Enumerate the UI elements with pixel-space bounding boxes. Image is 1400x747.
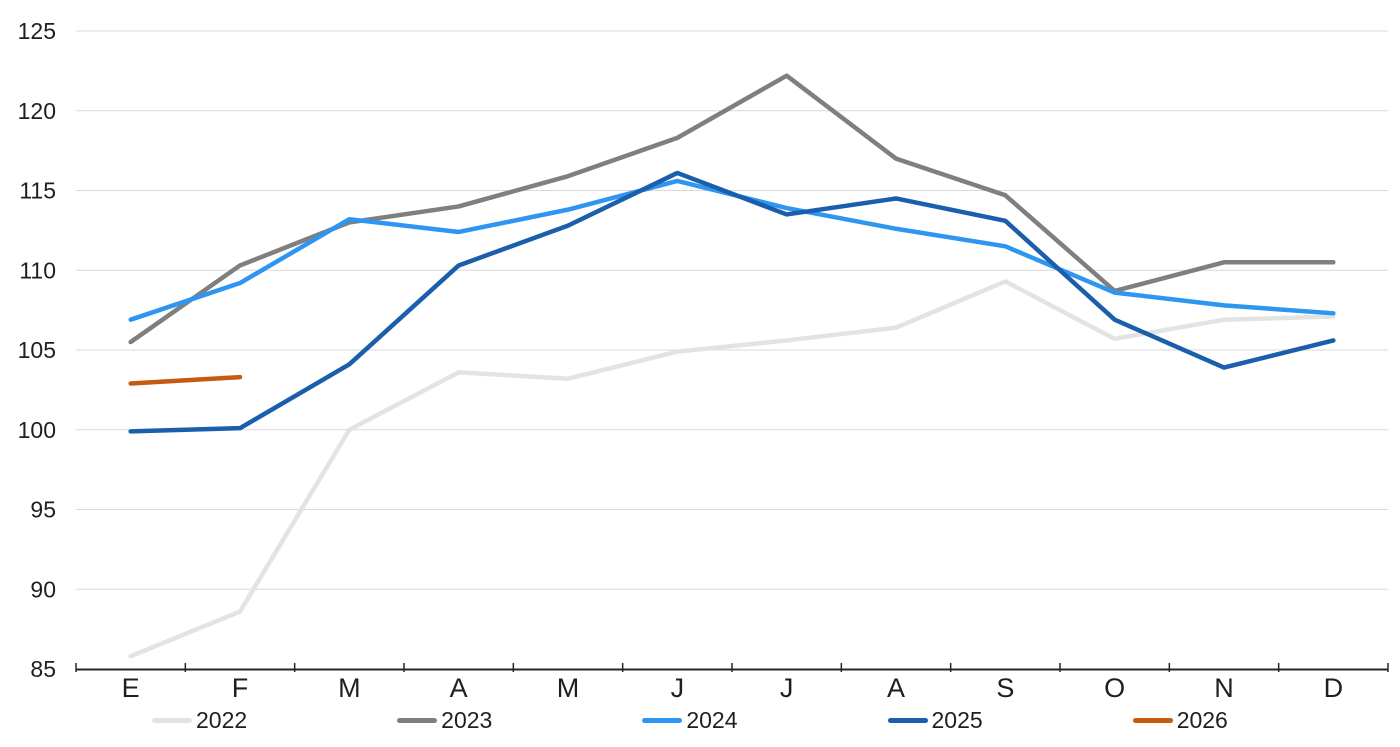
series-line-2023	[128, 73, 1336, 345]
legend-swatch-icon	[887, 717, 928, 723]
y-tick-label: 95	[30, 497, 56, 523]
y-tick-label: 120	[18, 98, 56, 124]
series-line-2024	[128, 178, 1336, 322]
legend-label: 2023	[441, 706, 493, 733]
x-tick-label: J	[671, 673, 685, 703]
y-tick-label: 105	[18, 337, 56, 363]
legend-swatch-icon	[152, 717, 192, 723]
x-tick-label: A	[450, 673, 468, 703]
x-tick-label: F	[232, 673, 249, 703]
x-tick-label: A	[887, 673, 905, 703]
legend-label: 2022	[196, 706, 248, 733]
x-tick-label: N	[1214, 673, 1234, 703]
y-tick-label: 100	[18, 417, 56, 443]
y-tick-label: 125	[18, 18, 56, 44]
x-tick-label: M	[557, 673, 580, 703]
y-tick-label: 115	[19, 178, 56, 204]
legend-label: 2024	[686, 706, 738, 733]
legend-item-2023: 2023	[397, 706, 493, 733]
x-tick-label: D	[1324, 673, 1344, 703]
series-line-2022	[128, 279, 1336, 659]
x-tick-label: J	[780, 673, 794, 703]
legend-item-2026: 2026	[1132, 706, 1228, 733]
x-tick-label: M	[338, 673, 361, 703]
y-tick-label: 110	[19, 257, 56, 283]
legend-item-2024: 2024	[642, 706, 738, 733]
legend-item-2025: 2025	[887, 706, 983, 733]
x-tick-label: O	[1104, 673, 1125, 703]
y-tick-label: 90	[30, 576, 56, 602]
legend-label: 2025	[931, 706, 983, 733]
series-line-2026	[128, 374, 243, 386]
legend: 2022 2023 2024 2025 2026	[0, 703, 1400, 737]
legend-label: 2026	[1176, 706, 1228, 733]
legend-item-2022: 2022	[152, 706, 248, 733]
legend-swatch-icon	[397, 717, 438, 723]
x-tick-label: S	[996, 673, 1014, 703]
x-tick-label: E	[122, 673, 140, 703]
legend-swatch-icon	[642, 717, 683, 723]
series-line-2025	[128, 170, 1336, 434]
legend-swatch-icon	[1132, 717, 1173, 723]
y-tick-label: 85	[30, 656, 56, 682]
